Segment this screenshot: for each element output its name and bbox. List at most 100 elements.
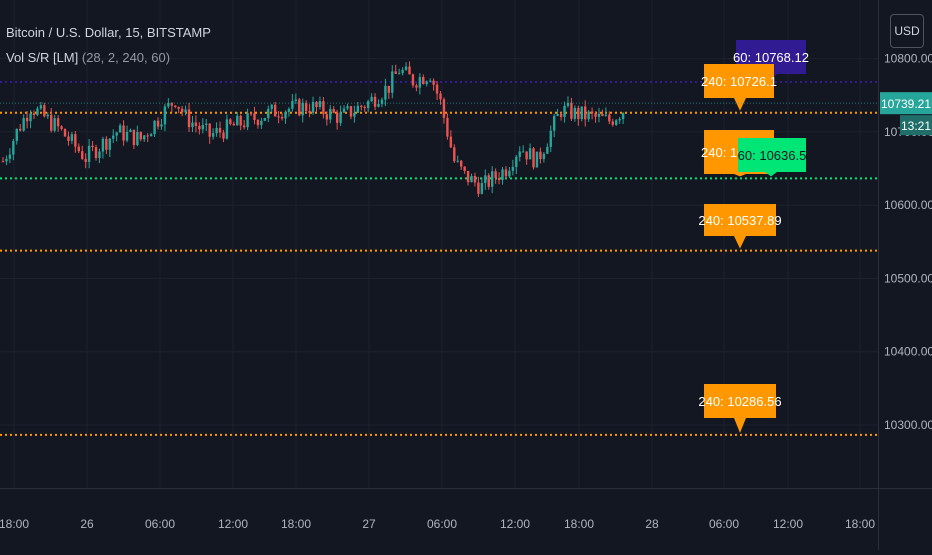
candle: [301, 98, 304, 123]
candle: [525, 151, 528, 165]
candle: [91, 141, 94, 152]
candle: [621, 112, 625, 125]
indicator-params: (28, 2, 240, 60): [81, 50, 171, 65]
time-tick-label: 18:00: [564, 517, 594, 531]
level-callout: [738, 138, 806, 177]
candle: [442, 97, 446, 124]
time-tick-label: 12:00: [773, 517, 803, 531]
candle: [108, 138, 111, 158]
candle: [484, 169, 487, 190]
candle: [511, 159, 515, 176]
candle: [346, 103, 349, 111]
candle: [294, 93, 298, 104]
candle: [401, 67, 404, 76]
candle: [160, 118, 163, 130]
candle: [304, 100, 308, 114]
candle: [149, 132, 153, 137]
candle: [315, 100, 318, 113]
level-callout: [704, 204, 776, 249]
candle: [112, 129, 115, 144]
candle: [184, 105, 187, 116]
candle: [584, 100, 587, 127]
candle: [573, 105, 577, 122]
candle: [487, 173, 490, 190]
candle: [404, 62, 408, 71]
candle: [132, 129, 136, 150]
indicator-legend[interactable]: Vol S/R [LM] (28, 2, 240, 60): [6, 50, 170, 65]
candle: [208, 123, 211, 144]
candle: [84, 153, 87, 169]
candle: [546, 143, 549, 155]
time-tick-label: 26: [80, 517, 94, 531]
time-tick-label: 28: [645, 517, 659, 531]
level-callout-label: 240: 10286.56: [698, 394, 781, 409]
candle: [594, 111, 597, 123]
candle: [356, 101, 360, 114]
candle: [101, 136, 105, 159]
candle: [322, 97, 325, 119]
candle: [466, 170, 470, 186]
candle: [308, 104, 311, 118]
candle: [263, 117, 267, 122]
candle: [36, 106, 39, 117]
candle: [532, 146, 535, 170]
candle: [191, 115, 194, 133]
candle: [332, 106, 335, 114]
candle: [105, 136, 108, 155]
price-tick-label: 10300.00: [884, 418, 932, 432]
candle: [256, 118, 260, 129]
time-tick-label: 06:00: [427, 517, 457, 531]
candle: [177, 106, 180, 114]
candle: [67, 131, 70, 146]
time-tick-label: 18:00: [281, 517, 311, 531]
candle: [380, 97, 384, 108]
symbol-legend[interactable]: Bitcoin / U.S. Dollar, 15, BITSTAMP: [6, 25, 211, 40]
candle: [218, 121, 222, 138]
candle: [408, 61, 411, 75]
candle: [56, 115, 60, 132]
candle: [432, 78, 435, 91]
candle: [553, 113, 556, 138]
candle: [539, 147, 542, 164]
candle: [239, 114, 242, 131]
candle: [284, 110, 287, 124]
candle: [125, 125, 129, 143]
candle: [439, 90, 442, 105]
candle: [201, 118, 205, 134]
level-callout: [704, 384, 776, 433]
candle: [194, 115, 198, 133]
candle: [580, 106, 583, 122]
candle: [198, 122, 201, 135]
candle: [446, 113, 449, 140]
candle: [174, 105, 177, 109]
candle: [22, 114, 25, 132]
candle: [521, 145, 525, 153]
candle: [515, 155, 518, 174]
candle: [180, 105, 184, 117]
candle: [339, 105, 342, 127]
candle: [611, 118, 614, 127]
candle: [53, 114, 56, 133]
candle: [415, 83, 418, 92]
candle: [8, 148, 12, 164]
candle: [456, 155, 459, 163]
candle: [373, 93, 377, 111]
candle: [225, 114, 229, 140]
price-tick-label: 10800.00: [884, 52, 932, 66]
candle: [542, 151, 546, 163]
level-callout: [704, 64, 774, 111]
candle: [549, 125, 552, 153]
candle: [556, 108, 559, 117]
candle: [236, 112, 239, 126]
candle: [260, 117, 263, 129]
candle: [335, 109, 339, 130]
time-tick-label: 18:00: [845, 517, 875, 531]
candle: [163, 103, 167, 132]
candle: [5, 155, 8, 166]
currency-button[interactable]: USD: [890, 14, 924, 48]
candle: [70, 131, 74, 145]
candle: [129, 128, 132, 133]
candle: [504, 166, 508, 180]
